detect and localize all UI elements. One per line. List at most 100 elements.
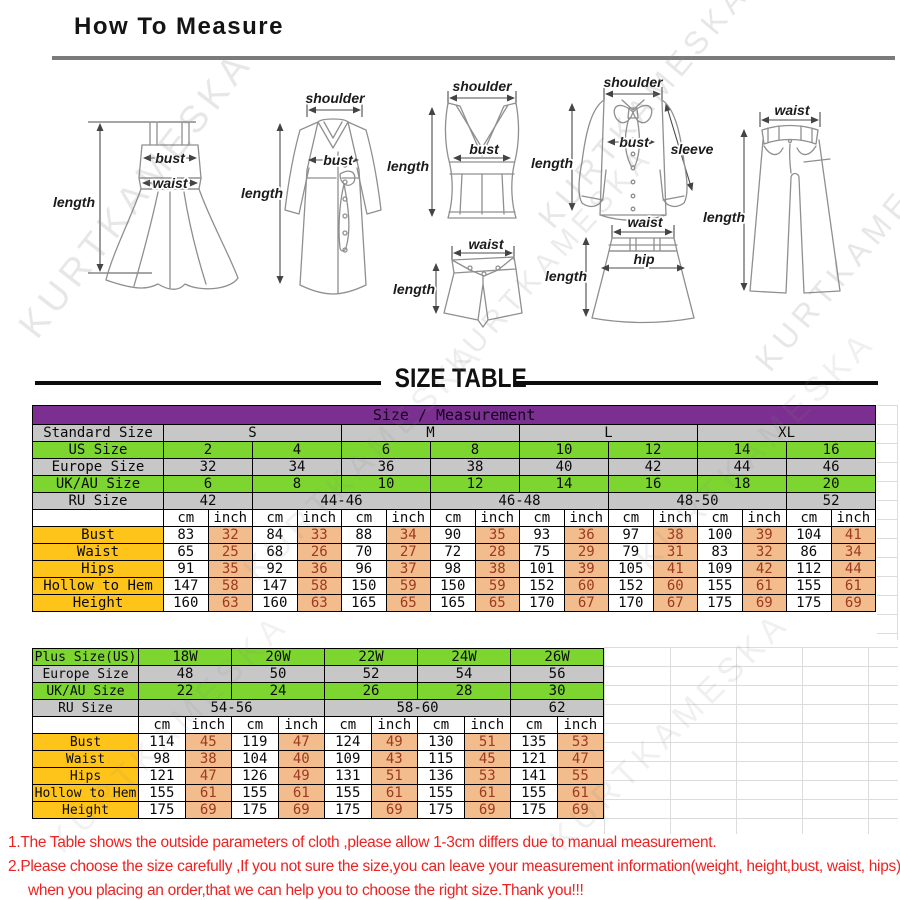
- height-cm-value: 175: [324, 801, 372, 819]
- size-table-heading: SIZE TABLE: [394, 363, 527, 393]
- blouse-sketch: shoulder bust length sleeve: [529, 72, 715, 221]
- waist-cm-value: 72: [430, 543, 476, 561]
- blouse-right-sleeve: [659, 99, 688, 208]
- coat-body: [299, 121, 367, 295]
- blouse-sleeve-arrow: [664, 103, 694, 191]
- waist-inch-value: 32: [741, 543, 787, 561]
- note-line-2: 2.Please choose the size carefully ,If y…: [8, 858, 900, 875]
- uk-au-size-cell: 14: [519, 475, 609, 493]
- bust-inch-value: 51: [463, 733, 512, 751]
- pants-waist-label: waist: [774, 102, 810, 118]
- uk-au-size-cell: 28: [417, 682, 512, 700]
- skirt-waist-ticks: [611, 225, 675, 239]
- tank-length-label: length: [387, 158, 429, 174]
- height-cm-value: 165: [341, 594, 387, 612]
- europe-size-cell: 48: [137, 665, 233, 683]
- standard-size-cell: L: [519, 424, 698, 442]
- hollow-to-hem-inch-value: 61: [370, 784, 419, 802]
- blouse-body: [599, 99, 667, 221]
- coat-shoulder-label: shoulder: [305, 90, 366, 106]
- height-inch-value: 65: [385, 594, 431, 612]
- height-cm-value: 175: [138, 801, 186, 819]
- unit-header-inch: inch: [463, 716, 512, 734]
- hips-cm-value: 131: [324, 767, 372, 785]
- bust-cm-value: 124: [324, 733, 372, 751]
- skirt-sketch: waist hip length: [543, 212, 695, 324]
- hollow-to-hem-cm-value: 150: [341, 577, 387, 595]
- hips-cm-value: 105: [608, 560, 654, 578]
- plus-size-table: Plus Size(US) 18W 20W 22W 24W 26W Europe Size 4…: [32, 648, 605, 819]
- hollow-to-hem-inch-value: 61: [277, 784, 326, 802]
- europe-size-cell: 34: [252, 458, 342, 476]
- waist-cm-value: 104: [231, 750, 279, 768]
- europe-size-cell: 54: [417, 665, 512, 683]
- standard-size-cell: XL: [696, 424, 877, 442]
- height-inch-value: 69: [277, 801, 326, 819]
- tank-inner-neckline: [455, 104, 509, 149]
- height-cm-value: 160: [252, 594, 298, 612]
- pants-waistband: [761, 124, 819, 145]
- tank-top-sketch: shoulder bust length: [385, 76, 520, 219]
- hollow-to-hem-cm-value: 155: [324, 784, 372, 802]
- height-cm-value: 165: [430, 594, 476, 612]
- hips-inch-value: 55: [556, 767, 605, 785]
- height-cm-value: 175: [417, 801, 465, 819]
- plus-size-cell: 26W: [510, 648, 605, 666]
- hips-cm-value: 141: [510, 767, 558, 785]
- hips-inch-value: 39: [563, 560, 609, 578]
- units-row-label: [32, 716, 139, 734]
- unit-header-inch: inch: [277, 716, 326, 734]
- bust-inch-value: 33: [296, 526, 342, 544]
- blouse-sleeve-label: sleeve: [671, 141, 714, 157]
- waist-cm-value: 75: [519, 543, 565, 561]
- us-size-cell: 14: [697, 441, 787, 459]
- unit-header-inch: inch: [830, 509, 877, 527]
- bust-inch-value: 53: [556, 733, 605, 751]
- bust-cm-value: 114: [138, 733, 186, 751]
- hips-inch-value: 36: [296, 560, 342, 578]
- us-size-cell: 4: [252, 441, 342, 459]
- ru-size-cell: 46-48: [430, 492, 609, 510]
- europe-size-cell: 52: [324, 665, 419, 683]
- blouse-left-sleeve: [578, 99, 607, 208]
- skirt-waistband: [608, 237, 678, 252]
- unit-header-inch: inch: [556, 716, 605, 734]
- hollow-to-hem-cm-value: 152: [608, 577, 654, 595]
- height-cm-value: 175: [697, 594, 743, 612]
- us-size-row-label: US Size: [32, 441, 164, 459]
- bust-inch-value: 39: [741, 526, 787, 544]
- pants-waist-ticks: [759, 112, 821, 127]
- hips-cm-value: 121: [138, 767, 186, 785]
- waist-inch-value: 47: [556, 750, 605, 768]
- dress-straps: [149, 121, 190, 146]
- bust-inch-value: 35: [474, 526, 520, 544]
- height-row-label: Height: [32, 594, 164, 612]
- bust-inch-value: 49: [370, 733, 419, 751]
- uk-au-size-cell: 24: [231, 682, 326, 700]
- measurement-diagrams: bust waist length shoulder bust length: [51, 72, 841, 328]
- ru-size-cell: 44-46: [252, 492, 431, 510]
- hollow-to-hem-cm-value: 147: [252, 577, 298, 595]
- uk-au-size-cell: 22: [137, 682, 233, 700]
- europe-size-row-label: Europe Size: [32, 665, 139, 683]
- height-inch-value: 63: [207, 594, 253, 612]
- height-cm-value: 175: [510, 801, 558, 819]
- tank-bust-label: bust: [469, 141, 500, 157]
- coat-length-label: length: [241, 185, 283, 201]
- height-inch-value: 69: [463, 801, 512, 819]
- coat-collar: [317, 118, 349, 149]
- measurement-notes: 1.The Table shows the outside parameters…: [8, 832, 900, 900]
- height-cm-value: 175: [786, 594, 832, 612]
- hollow-to-hem-row-label: Hollow to Hem: [32, 784, 139, 802]
- plus-size-cell: 22W: [324, 648, 419, 666]
- hollow-to-hem-cm-value: 152: [519, 577, 565, 595]
- europe-size-cell: 40: [519, 458, 609, 476]
- hollow-to-hem-inch-value: 61: [463, 784, 512, 802]
- hips-cm-value: 91: [163, 560, 209, 578]
- waist-cm-value: 98: [138, 750, 186, 768]
- europe-size-cell: 36: [341, 458, 431, 476]
- unit-header-inch: inch: [207, 509, 253, 527]
- size-table-right-line: [514, 381, 878, 385]
- uk-au-size-cell: 6: [163, 475, 253, 493]
- bust-inch-value: 47: [277, 733, 326, 751]
